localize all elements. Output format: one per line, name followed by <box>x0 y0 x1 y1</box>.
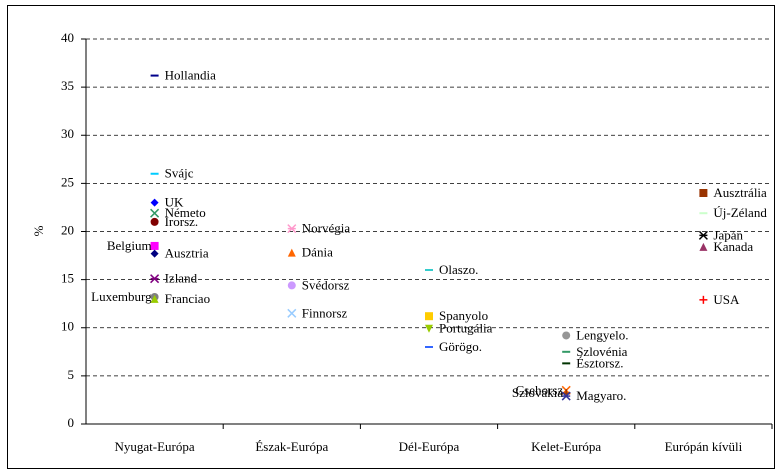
point-label: Luxemburg <box>91 289 152 304</box>
marker-part <box>425 269 433 271</box>
marker <box>698 230 708 240</box>
marker <box>562 331 571 340</box>
point-label: Csehorsz <box>516 382 564 397</box>
marker <box>425 346 433 348</box>
x-tick-label: Dél-Európa <box>399 439 460 454</box>
marker-part <box>425 346 433 348</box>
marker <box>150 198 159 207</box>
marker <box>699 295 708 304</box>
point-label: Portugália <box>439 321 493 336</box>
x-tick-label: Európán kívüli <box>665 439 743 454</box>
marker-part <box>425 312 433 321</box>
y-tick-label: 30 <box>61 126 74 141</box>
point-label: Szlovénia <box>576 344 627 359</box>
point-label: Franciao <box>165 291 210 306</box>
marker <box>425 324 433 333</box>
marker-part <box>150 249 159 258</box>
point-label: Svédorsz <box>302 277 350 292</box>
chart-border <box>7 5 775 469</box>
point-label: Ausztrália <box>713 185 767 200</box>
marker <box>150 74 159 77</box>
marker <box>425 312 433 321</box>
y-tick-label: 20 <box>61 222 74 237</box>
marker <box>287 281 296 290</box>
marker-part <box>425 324 433 333</box>
point-label: Görögo. <box>439 339 482 354</box>
marker <box>287 248 296 257</box>
marker <box>287 308 297 318</box>
marker-part <box>287 308 297 318</box>
point-label: Finnorsz <box>302 305 348 320</box>
point-label: Észtorsz. <box>576 355 623 370</box>
point-label: Szlovákia <box>512 385 563 400</box>
point-label: Új-Zéland <box>713 205 767 220</box>
y-axis-label: % <box>31 225 46 236</box>
marker <box>699 242 708 251</box>
marker <box>150 208 160 218</box>
marker-part <box>150 217 159 226</box>
point-label: Japán <box>713 227 743 242</box>
marker-part <box>287 281 296 290</box>
marker <box>150 274 160 284</box>
y-tick-label: 40 <box>61 30 74 45</box>
point-label: Spanyolo <box>439 308 488 323</box>
point-label: Kanada <box>713 239 753 254</box>
y-tick-label: 0 <box>68 415 75 430</box>
point-label: Dánia <box>302 245 333 260</box>
point-label: Ausztria <box>165 246 209 261</box>
marker-part <box>150 74 159 77</box>
marker-part <box>150 198 159 207</box>
marker <box>562 350 571 353</box>
marker-part <box>562 362 571 365</box>
marker-part <box>699 242 708 251</box>
marker <box>561 391 571 401</box>
y-tick-label: 25 <box>61 174 74 189</box>
point-label: USA <box>713 292 740 307</box>
marker <box>562 362 571 365</box>
marker <box>425 269 433 271</box>
point-label: Svájc <box>165 166 194 181</box>
marker <box>150 249 159 258</box>
marker <box>150 217 159 226</box>
point-label: Norvégia <box>302 221 351 236</box>
marker <box>699 189 708 197</box>
point-label: Magyaro. <box>576 388 626 403</box>
point-label: Németo <box>165 205 206 220</box>
marker-part <box>287 248 296 257</box>
marker <box>150 241 159 250</box>
marker-part <box>150 241 159 250</box>
x-tick-label: Nyugat-Európa <box>115 439 195 454</box>
marker-part <box>562 350 571 353</box>
x-tick-label: Észak-Európa <box>255 439 328 454</box>
point-label: Hollandia <box>165 68 216 83</box>
point-label: Belgium <box>107 238 152 253</box>
marker <box>287 224 297 234</box>
marker-part <box>150 208 160 218</box>
marker-part <box>699 212 708 215</box>
y-tick-label: 10 <box>61 319 74 334</box>
marker-part <box>699 189 708 197</box>
point-label: Irorsz. <box>165 214 199 229</box>
point-label: Lengyelo. <box>576 327 628 342</box>
marker-part <box>562 331 571 340</box>
marker-part <box>150 294 159 303</box>
point-label: Izland <box>165 271 198 286</box>
marker <box>699 212 708 215</box>
x-tick-label: Kelet-Európa <box>531 439 601 454</box>
marker-part <box>150 172 159 175</box>
point-label: UK <box>165 195 184 210</box>
marker <box>150 294 159 303</box>
y-tick-label: 35 <box>61 78 74 93</box>
y-tick-label: 15 <box>61 271 74 286</box>
marker <box>150 172 159 175</box>
y-tick-label: 5 <box>68 367 75 382</box>
point-label: Olaszo. <box>439 262 478 277</box>
